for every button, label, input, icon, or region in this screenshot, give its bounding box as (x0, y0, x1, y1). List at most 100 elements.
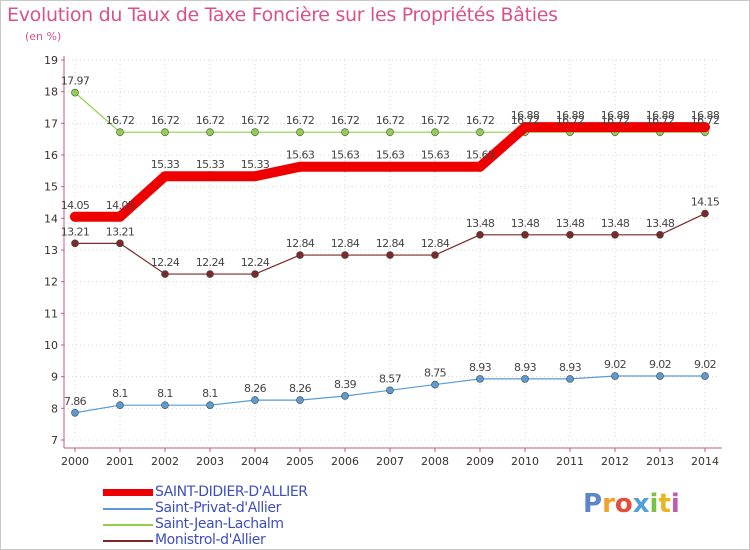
y-tick-label: 8 (51, 402, 58, 415)
x-tick-label: 2004 (241, 455, 269, 468)
data-label-saint-didier: 16.88 (691, 109, 720, 122)
y-tick-label: 14 (44, 212, 58, 225)
y-tick-label: 15 (44, 181, 58, 194)
data-label-saint-jean: 16.72 (331, 114, 360, 127)
data-label-monistrol: 13.48 (511, 217, 540, 230)
data-label-monistrol: 12.84 (376, 237, 405, 250)
data-point-saint-jean (341, 128, 349, 136)
data-label-saint-jean: 16.72 (151, 114, 180, 127)
data-label-saint-jean: 17.97 (61, 75, 90, 88)
legend-swatch-monistrol (103, 540, 153, 542)
data-point-monistrol (656, 231, 664, 239)
data-point-saint-privat (701, 372, 709, 380)
data-label-saint-didier: 15.63 (376, 149, 405, 162)
data-point-saint-didier (430, 161, 440, 172)
data-point-monistrol (431, 251, 439, 259)
y-tick-label: 16 (44, 149, 58, 162)
data-label-saint-didier: 15.63 (331, 149, 360, 162)
data-point-saint-privat (386, 386, 394, 395)
data-label-saint-didier: 16.88 (511, 109, 540, 122)
data-point-monistrol (476, 231, 484, 239)
legend-label-monistrol: Monistrol-d'Allier (155, 532, 266, 548)
data-label-saint-privat: 8.39 (334, 378, 357, 391)
data-label-saint-jean: 16.72 (691, 114, 720, 127)
data-label-saint-jean: 16.72 (241, 114, 270, 127)
unit-label: (en %) (25, 30, 62, 43)
x-tick-label: 2009 (466, 455, 494, 468)
data-label-saint-didier: 16.88 (646, 109, 675, 122)
data-label-saint-didier: 16.88 (601, 109, 630, 122)
data-point-saint-jean (476, 128, 484, 136)
data-point-monistrol (566, 231, 574, 239)
data-point-saint-privat (656, 372, 664, 380)
data-point-saint-didier (160, 171, 170, 182)
logo-letter: P (583, 489, 603, 519)
data-point-saint-privat (611, 372, 619, 380)
data-label-saint-jean: 16.72 (196, 114, 225, 127)
data-label-saint-privat: 8.93 (559, 361, 582, 374)
data-point-saint-privat (296, 396, 304, 404)
x-tick-label: 2000 (61, 455, 89, 468)
data-label-monistrol: 13.21 (61, 225, 90, 238)
legend-swatch-saint-jean (103, 524, 153, 526)
data-point-saint-jean (431, 128, 439, 136)
data-point-saint-privat (341, 392, 349, 400)
x-tick-label: 2008 (421, 455, 449, 468)
data-label-monistrol: 13.48 (556, 217, 585, 230)
logo-letter: r (602, 489, 615, 519)
x-tick-label: 2005 (286, 455, 314, 468)
data-point-monistrol (701, 209, 709, 218)
x-tick-label: 2014 (691, 455, 719, 468)
data-point-saint-privat (116, 401, 124, 409)
y-tick-label: 17 (44, 117, 58, 130)
data-point-saint-privat (431, 380, 439, 389)
data-point-saint-jean (161, 128, 169, 136)
data-label-monistrol: 12.84 (331, 237, 360, 250)
data-label-monistrol: 13.48 (466, 217, 495, 230)
data-label-saint-privat: 8.26 (289, 382, 312, 395)
y-tick-label: 11 (44, 307, 58, 320)
data-label-saint-jean: 16.72 (286, 114, 315, 127)
x-tick-label: 2010 (511, 455, 539, 468)
data-label-monistrol: 12.84 (421, 237, 450, 250)
data-point-saint-privat (161, 401, 169, 409)
data-label-monistrol: 12.24 (241, 256, 270, 269)
data-label-saint-jean: 16.72 (556, 114, 585, 127)
data-label-saint-didier: 16.88 (556, 109, 585, 122)
data-point-saint-didier (700, 122, 710, 133)
data-point-monistrol (71, 239, 79, 248)
data-point-saint-privat (566, 375, 574, 383)
data-label-saint-jean: 16.72 (466, 114, 495, 127)
data-point-saint-privat (251, 396, 259, 404)
data-label-saint-jean: 16.72 (421, 114, 450, 127)
data-point-monistrol (296, 251, 304, 259)
data-label-saint-didier: 14.05 (61, 199, 90, 212)
data-label-saint-didier: 14.05 (106, 199, 135, 212)
data-label-saint-privat: 7.86 (64, 395, 87, 408)
data-point-monistrol (521, 231, 529, 239)
data-point-saint-jean (116, 128, 124, 136)
data-label-saint-didier: 15.33 (241, 158, 270, 171)
data-label-saint-jean: 16.72 (376, 114, 405, 127)
data-point-saint-didier (115, 211, 125, 222)
data-label-monistrol: 13.48 (646, 217, 675, 230)
data-label-saint-didier: 15.33 (196, 158, 225, 171)
data-point-monistrol (206, 270, 214, 278)
x-tick-label: 2012 (601, 455, 629, 468)
data-point-saint-privat (521, 375, 529, 383)
y-tick-label: 12 (44, 276, 58, 289)
logo-letter: i (649, 489, 659, 519)
data-label-saint-didier: 15.63 (466, 149, 495, 162)
data-point-saint-jean (71, 88, 79, 97)
logo-letter: i (670, 489, 680, 519)
data-label-saint-jean: 16.72 (646, 114, 675, 127)
x-tick-label: 2003 (196, 455, 224, 468)
y-tick-label: 7 (51, 434, 58, 447)
data-label-saint-privat: 8.1 (157, 387, 173, 400)
legend-swatch-saint-didier (103, 489, 153, 496)
y-tick-label: 19 (44, 54, 58, 67)
data-label-monistrol: 12.24 (196, 256, 225, 269)
x-tick-label: 2013 (646, 455, 674, 468)
data-point-monistrol (251, 270, 259, 278)
